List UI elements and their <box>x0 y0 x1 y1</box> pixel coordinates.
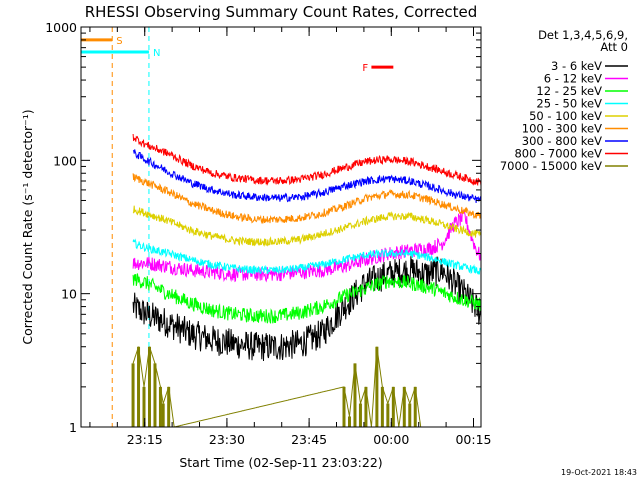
series-line-5 <box>132 173 481 225</box>
legend-header-attenuator: Att 0 <box>600 40 628 54</box>
legend-label: 800 - 7000 keV <box>514 147 602 161</box>
flag-label-F: F <box>362 63 368 74</box>
series-line-0 <box>132 256 481 362</box>
series-line-6 <box>132 149 481 204</box>
plot-frame <box>80 26 482 428</box>
legend-label: 12 - 25 keV <box>536 84 602 98</box>
legend-header-detectors: Det 1,3,4,5,6,9, <box>538 28 628 42</box>
plot-area: S N F <box>81 27 481 427</box>
chart-title: RHESSI Observing Summary Count Rates, Co… <box>85 3 478 21</box>
y-tick-label: 1 <box>69 420 77 435</box>
legend-label: 300 - 800 keV <box>522 134 602 148</box>
series-line-2 <box>132 273 481 324</box>
footer-timestamp: 19-Oct-2021 18:43 <box>561 468 637 477</box>
x-tick-label: 23:15 <box>127 432 163 447</box>
y-tick-label: 10 <box>61 287 77 302</box>
flag-label-S: S <box>116 36 122 47</box>
y-tick-label: 100 <box>53 153 77 168</box>
y-axis: 1 10 100 1000 <box>45 20 481 435</box>
series-line-3 <box>132 238 481 275</box>
series-line-7 <box>132 133 481 187</box>
legend-label: 3 - 6 keV <box>551 59 602 73</box>
flag-label-N: N <box>153 48 160 59</box>
x-tick-label: 00:00 <box>373 432 409 447</box>
legend-label: 100 - 300 keV <box>522 122 602 136</box>
y-tick-label: 1000 <box>45 20 77 35</box>
legend-label: 7000 - 15000 keV <box>500 159 602 173</box>
x-tick-label: 23:30 <box>209 432 245 447</box>
x-tick-label: 00:15 <box>455 432 491 447</box>
y-axis-label: Corrected Count Rate (s⁻¹ detector⁻¹) <box>20 109 35 344</box>
legend-label: 6 - 12 keV <box>544 72 602 86</box>
x-axis-label: Start Time (02-Sep-11 23:03:22) <box>179 455 382 470</box>
x-tick-label: 23:45 <box>291 432 327 447</box>
x-axis: 23:15 23:30 23:45 00:00 00:15 <box>89 27 492 447</box>
series-line-4 <box>132 205 481 247</box>
series-line-1 <box>132 209 481 283</box>
legend-label: 25 - 50 keV <box>536 97 602 111</box>
series-line-8 <box>132 346 422 427</box>
legend-label: 50 - 100 keV <box>529 109 602 123</box>
